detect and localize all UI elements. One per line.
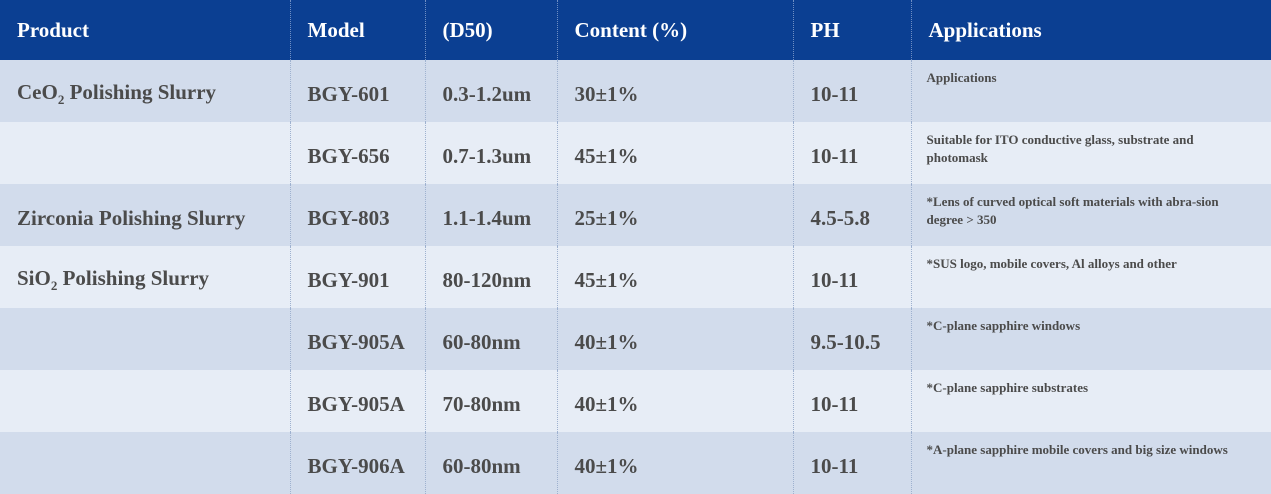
ph-cell: 10-11 — [792, 370, 911, 432]
applications-cell: *C-plane sapphire substrates — [910, 370, 1271, 432]
model-cell: BGY-905A — [289, 308, 425, 370]
content-cell: 40±1% — [556, 432, 793, 494]
product-cell: CeO2 Polishing Slurry — [0, 60, 290, 122]
header-cell: Content (%) — [556, 0, 793, 60]
ph-cell: 10-11 — [792, 60, 911, 122]
table-body: CeO2 Polishing Slurry BGY-601 0.3-1.2um 30±… — [0, 60, 1271, 494]
applications-cell: *A-plane sapphire mobile covers and big … — [910, 432, 1271, 494]
header-cell: (D50) — [424, 0, 557, 60]
content-cell: 40±1% — [556, 308, 793, 370]
header-cell: PH — [792, 0, 911, 60]
header-row: Product Model (D50) Content (%) PH Applicatio… — [0, 0, 1271, 60]
table-row: BGY-905A 60-80nm 40±1% 9.5-10.5 *C-plane sap… — [0, 308, 1271, 370]
content-cell: 45±1% — [556, 122, 793, 184]
header-cell: Applications — [910, 0, 1271, 60]
applications-cell: *Lens of curved optical soft materials w… — [910, 184, 1271, 246]
product-cell: SiO2 Polishing Slurry — [0, 246, 290, 308]
d50-cell: 1.1-1.4um — [424, 184, 557, 246]
ph-cell: 4.5-5.8 — [792, 184, 911, 246]
product-cell — [0, 308, 290, 370]
product-cell — [0, 370, 290, 432]
d50-cell: 0.7-1.3um — [424, 122, 557, 184]
model-cell: BGY-906A — [289, 432, 425, 494]
ph-cell: 10-11 — [792, 122, 911, 184]
d50-cell: 70-80nm — [424, 370, 557, 432]
subscript: 2 — [57, 92, 65, 108]
table-row: SiO2 Polishing Slurry BGY-901 80-120nm 45±1… — [0, 246, 1271, 308]
product-cell: Zirconia Polishing Slurry — [0, 184, 290, 246]
d50-cell: 60-80nm — [424, 308, 557, 370]
ph-cell: 9.5-10.5 — [792, 308, 911, 370]
ph-cell: 10-11 — [792, 432, 911, 494]
product-text: Polishing Slurry — [57, 265, 210, 290]
d50-cell: 60-80nm — [424, 432, 557, 494]
ph-cell: 10-11 — [792, 246, 911, 308]
product-text: Zirconia Polishing Slurry — [17, 205, 246, 230]
product-text: SiO — [17, 265, 51, 290]
table-row: Zirconia Polishing Slurry BGY-803 1.1-1.4u… — [0, 184, 1271, 246]
applications-cell: Suitable for ITO conductive glass, subst… — [910, 122, 1271, 184]
model-cell: BGY-905A — [289, 370, 425, 432]
applications-cell: *SUS logo, mobile covers, Al alloys and … — [910, 246, 1271, 308]
content-cell: 45±1% — [556, 246, 793, 308]
table-row: BGY-656 0.7-1.3um 45±1% 10-11 Suitable for I… — [0, 122, 1271, 184]
model-cell: BGY-901 — [289, 246, 425, 308]
applications-cell: *C-plane sapphire windows — [910, 308, 1271, 370]
table-row: CeO2 Polishing Slurry BGY-601 0.3-1.2um 30±… — [0, 60, 1271, 122]
subscript: 2 — [50, 278, 58, 294]
table-row: BGY-906A 60-80nm 40±1% 10-11 *A-plane sapphi… — [0, 432, 1271, 494]
product-text: CeO — [17, 79, 58, 104]
d50-cell: 0.3-1.2um — [424, 60, 557, 122]
applications-cell: Applications — [910, 60, 1271, 122]
table-row: BGY-905A 70-80nm 40±1% 10-11 *C-plane sapphi… — [0, 370, 1271, 432]
model-cell: BGY-601 — [289, 60, 425, 122]
d50-cell: 80-120nm — [424, 246, 557, 308]
model-cell: BGY-803 — [289, 184, 425, 246]
header-cell: Model — [289, 0, 425, 60]
product-text: Polishing Slurry — [64, 79, 217, 104]
product-cell — [0, 432, 290, 494]
header-cell: Product — [0, 0, 290, 60]
model-cell: BGY-656 — [289, 122, 425, 184]
content-cell: 40±1% — [556, 370, 793, 432]
product-cell — [0, 122, 290, 184]
content-cell: 30±1% — [556, 60, 793, 122]
content-cell: 25±1% — [556, 184, 793, 246]
